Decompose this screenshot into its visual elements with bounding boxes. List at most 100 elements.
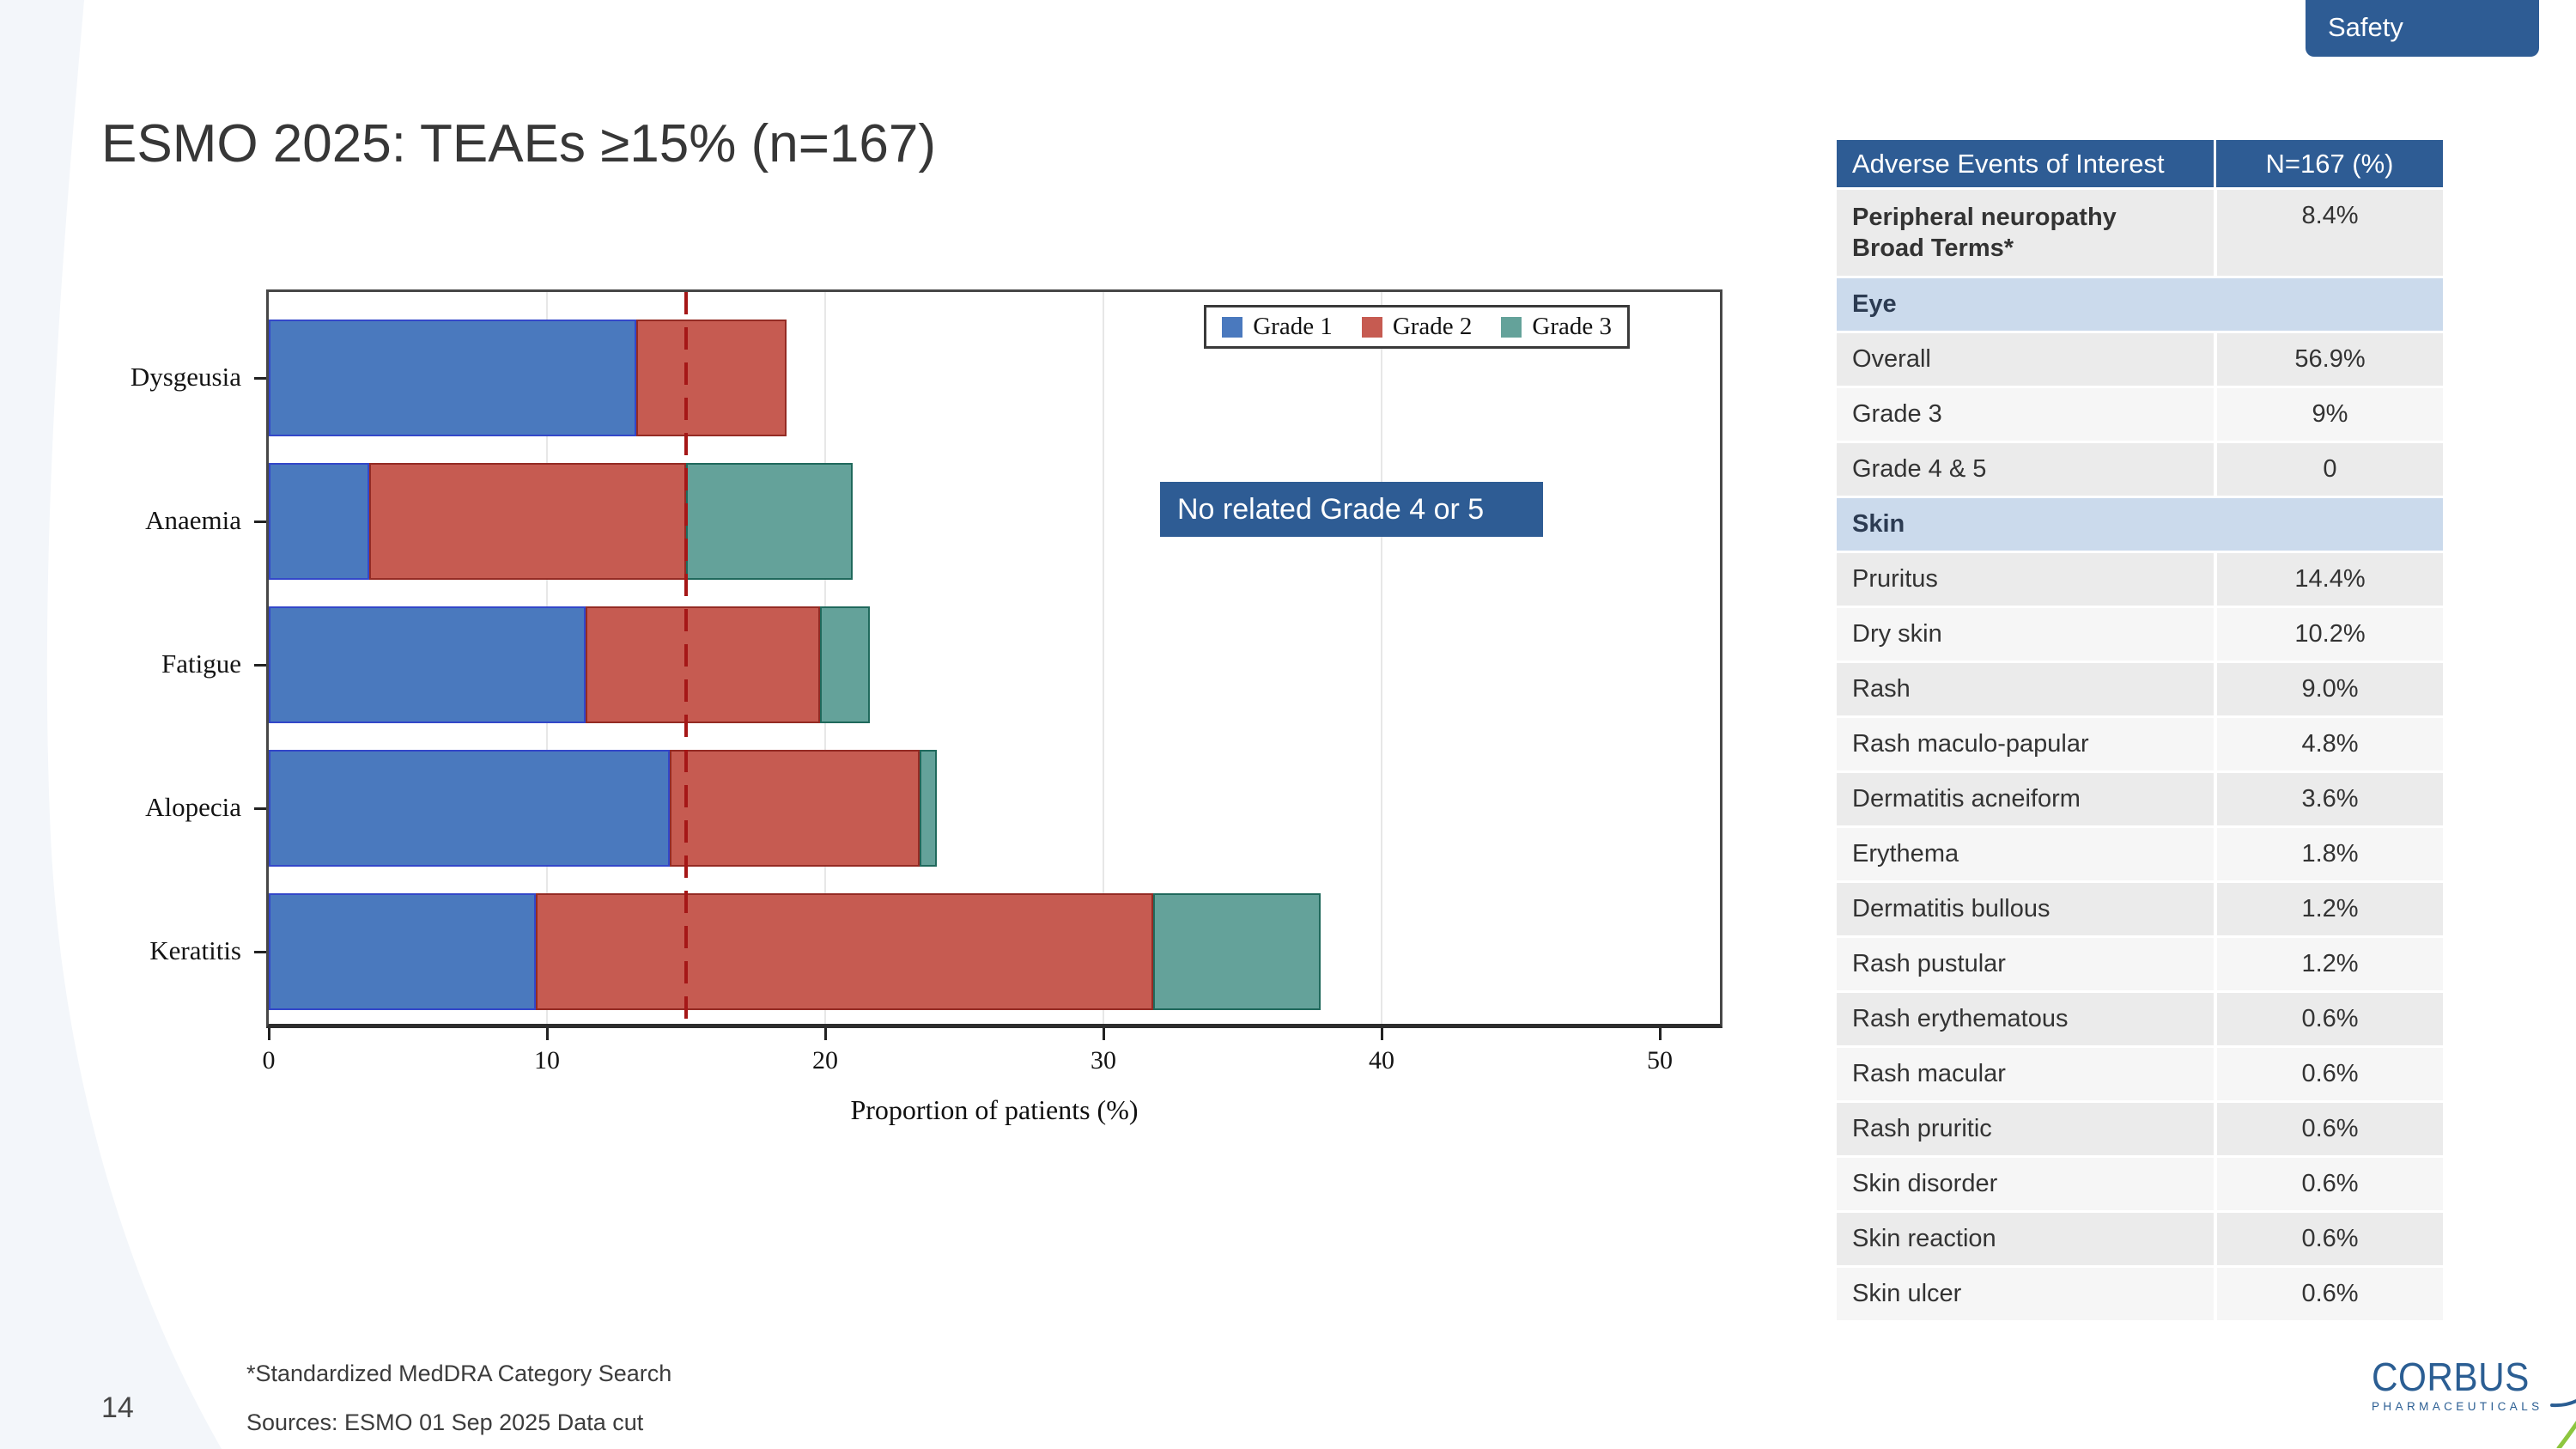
bar-segment-grade-1	[269, 893, 537, 1010]
table-row-value: 0.6%	[2214, 1103, 2443, 1155]
x-tick	[1659, 1028, 1662, 1040]
logo-name: CORBUS	[2372, 1355, 2530, 1399]
table-row-label: Rash macular	[1837, 1048, 2214, 1100]
table-row-label: Pruritus	[1837, 553, 2214, 606]
bar-segment-grade-2	[536, 893, 1154, 1010]
table-row: Rash maculo-papular 4.8%	[1837, 718, 2443, 770]
teae-bar-chart: Proportion of patients (%) Grade 1 Grade …	[131, 289, 1722, 1125]
x-tick	[268, 1028, 270, 1040]
legend-item: Grade 3	[1501, 313, 1612, 341]
table-body: Peripheral neuropathy Broad Terms* 8.4% Ey…	[1837, 190, 2443, 1320]
bar-segment-grade-3	[686, 463, 854, 580]
bar-segment-grade-2	[635, 320, 787, 436]
chart-legend: Grade 1 Grade 2 Grade 3	[1204, 305, 1630, 349]
y-tick	[254, 521, 266, 523]
bar-segment-grade-1	[269, 750, 670, 867]
legend-label: Grade 1	[1253, 313, 1333, 340]
category-label: Anaemia	[145, 505, 241, 535]
table-row-label: Skin reaction	[1837, 1213, 2214, 1265]
reference-line-15pct	[684, 292, 688, 1024]
table-row-value: 10.2%	[2214, 608, 2443, 661]
table-row: Dermatitis bullous 1.2%	[1837, 883, 2443, 935]
table-row-value: 3.6%	[2214, 773, 2443, 825]
x-tick	[546, 1028, 549, 1040]
table-row: Pruritus 14.4%	[1837, 553, 2443, 606]
table-row-value: 0.6%	[2214, 1268, 2443, 1320]
table-row: Rash erythematous 0.6%	[1837, 993, 2443, 1045]
category-label: Dysgeusia	[130, 362, 241, 392]
page-title: ESMO 2025: TEAEs ≥15% (n=167)	[101, 114, 936, 174]
table-section-row: Eye	[1837, 278, 2443, 331]
logo-figure-icon	[2549, 1398, 2576, 1448]
table-header-row: Adverse Events of Interest N=167 (%)	[1837, 140, 2443, 187]
table-row: Rash macular 0.6%	[1837, 1048, 2443, 1100]
category-label: Fatigue	[161, 648, 241, 679]
table-row-label: Dermatitis acneiform	[1837, 773, 2214, 825]
table-row-value: 14.4%	[2214, 553, 2443, 606]
table-row-label: Dry skin	[1837, 608, 2214, 661]
table-row-value: 0.6%	[2214, 1158, 2443, 1210]
bar-segment-grade-2	[669, 750, 920, 867]
table-row-label: Rash	[1837, 663, 2214, 715]
table-header-label: Adverse Events of Interest	[1837, 140, 2216, 187]
x-tick-label: 50	[1647, 1046, 1673, 1075]
table-row: Overall 56.9%	[1837, 333, 2443, 386]
table-row-value: 0.6%	[2214, 1213, 2443, 1265]
category-label: Keratitis	[149, 935, 241, 965]
category-label: Alopecia	[145, 792, 241, 822]
y-tick	[254, 377, 266, 380]
bar-segment-grade-1	[269, 320, 636, 436]
table-row-value: 1.2%	[2214, 938, 2443, 990]
table-row-value: 0.6%	[2214, 1048, 2443, 1100]
table-row-label: Peripheral neuropathy Broad Terms*	[1837, 190, 2214, 276]
table-row: Skin ulcer 0.6%	[1837, 1268, 2443, 1320]
adverse-events-table: Adverse Events of Interest N=167 (%) Per…	[1837, 140, 2443, 1320]
bar-segment-grade-3	[1153, 893, 1321, 1010]
table-row-label: Rash pustular	[1837, 938, 2214, 990]
gridline	[1103, 292, 1104, 1024]
bar-segment-grade-1	[269, 463, 369, 580]
x-tick-label: 30	[1091, 1046, 1116, 1075]
table-row: Dry skin 10.2%	[1837, 608, 2443, 661]
table-header-value: N=167 (%)	[2265, 148, 2394, 179]
logo-text: CORBUS PHARMACEUTICALS	[2372, 1357, 2543, 1413]
legend-label: Grade 2	[1392, 313, 1473, 340]
x-tick-label: 0	[262, 1046, 276, 1075]
bar-segment-grade-3	[920, 750, 937, 867]
table-row-value: 9%	[2214, 388, 2443, 441]
annotation-box: No related Grade 4 or 5	[1160, 482, 1543, 537]
footnote-meddra: *Standardized MedDRA Category Search	[246, 1361, 672, 1386]
legend-label: Grade 3	[1532, 313, 1612, 340]
table-row-label: Rash maculo-papular	[1837, 718, 2214, 770]
x-tick	[1103, 1028, 1105, 1040]
table-row-label: Grade 4 & 5	[1837, 443, 2214, 496]
table-row-label: Dermatitis bullous	[1837, 883, 2214, 935]
table-row: Erythema 1.8%	[1837, 828, 2443, 880]
table-row: Grade 3 9%	[1837, 388, 2443, 441]
x-tick-label: 20	[812, 1046, 838, 1075]
table-row-value: 56.9%	[2214, 333, 2443, 386]
table-row-label: Skin ulcer	[1837, 1268, 2214, 1320]
table-row: Rash pustular 1.2%	[1837, 938, 2443, 990]
footnote-sources: Sources: ESMO 01 Sep 2025 Data cut	[246, 1409, 644, 1435]
table-row-label: Skin disorder	[1837, 1158, 2214, 1210]
x-tick-label: 40	[1369, 1046, 1394, 1075]
page-number: 14	[101, 1391, 134, 1424]
table-row-value: 1.8%	[2214, 828, 2443, 880]
table-row-value: 9.0%	[2214, 663, 2443, 715]
table-row-label: Rash erythematous	[1837, 993, 2214, 1045]
bar-segment-grade-1	[269, 606, 586, 723]
table-row-value: 0	[2214, 443, 2443, 496]
corbus-logo: CORBUS PHARMACEUTICALS	[2372, 1357, 2576, 1448]
table-row: Rash pruritic 0.6%	[1837, 1103, 2443, 1155]
bar-segment-grade-2	[368, 463, 686, 580]
x-tick-label: 10	[534, 1046, 560, 1075]
table-row-label: Grade 3	[1837, 388, 2214, 441]
x-axis-title: Proportion of patients (%)	[850, 1094, 1139, 1125]
table-row: Dermatitis acneiform 3.6%	[1837, 773, 2443, 825]
y-tick	[254, 664, 266, 667]
table-row: Skin disorder 0.6%	[1837, 1158, 2443, 1210]
legend-swatch	[1501, 316, 1522, 338]
